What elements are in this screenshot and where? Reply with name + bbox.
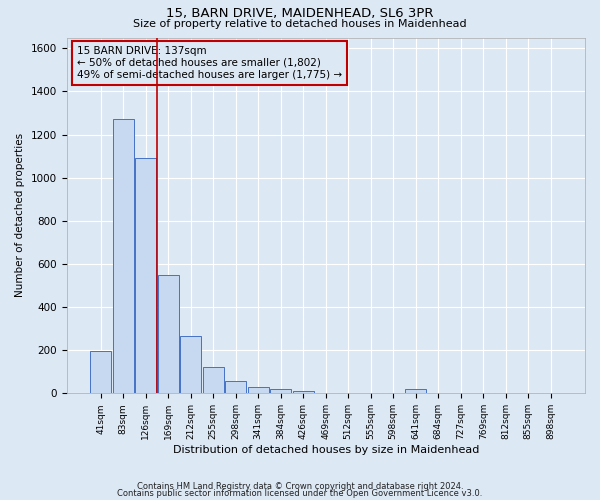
Bar	[180, 336, 202, 394]
Bar	[225, 382, 247, 394]
Text: 15, BARN DRIVE, MAIDENHEAD, SL6 3PR: 15, BARN DRIVE, MAIDENHEAD, SL6 3PR	[166, 8, 434, 20]
Bar	[113, 120, 134, 394]
Bar	[293, 391, 314, 394]
Text: Contains public sector information licensed under the Open Government Licence v3: Contains public sector information licen…	[118, 489, 482, 498]
Bar	[248, 387, 269, 394]
X-axis label: Distribution of detached houses by size in Maidenhead: Distribution of detached houses by size …	[173, 445, 479, 455]
Bar	[90, 352, 112, 394]
Bar	[405, 389, 427, 394]
Text: Size of property relative to detached houses in Maidenhead: Size of property relative to detached ho…	[133, 19, 467, 29]
Y-axis label: Number of detached properties: Number of detached properties	[15, 134, 25, 298]
Bar	[158, 274, 179, 394]
Text: Contains HM Land Registry data © Crown copyright and database right 2024.: Contains HM Land Registry data © Crown c…	[137, 482, 463, 491]
Bar	[135, 158, 157, 394]
Bar	[203, 368, 224, 394]
Bar	[270, 389, 292, 394]
Text: 15 BARN DRIVE: 137sqm
← 50% of detached houses are smaller (1,802)
49% of semi-d: 15 BARN DRIVE: 137sqm ← 50% of detached …	[77, 46, 342, 80]
